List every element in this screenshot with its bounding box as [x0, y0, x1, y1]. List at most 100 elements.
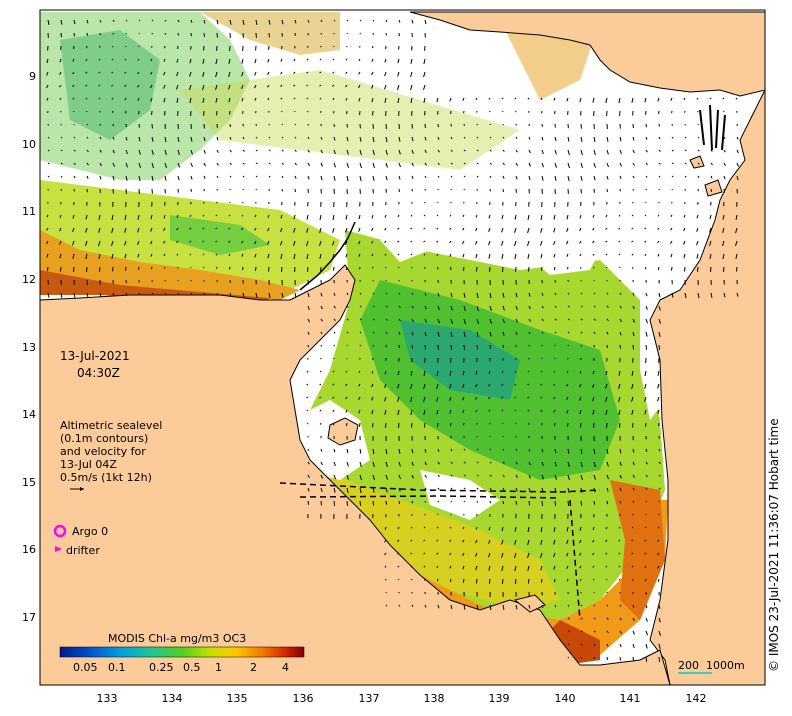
- velocity-arrow: [605, 214, 608, 218]
- velocity-arrow: [423, 214, 426, 217]
- velocity-arrow: [60, 175, 63, 178]
- velocity-arrow: [216, 149, 219, 154]
- velocity-arrow: [398, 305, 401, 308]
- velocity-arrow: [307, 136, 310, 140]
- velocity-arrow: [358, 409, 361, 414]
- velocity-arrow: [60, 19, 63, 25]
- velocity-arrow: [515, 149, 518, 153]
- velocity-arrow: [202, 58, 205, 64]
- velocity-arrow: [567, 617, 570, 620]
- velocity-arrow: [307, 318, 310, 323]
- velocity-arrow: [514, 565, 517, 572]
- velocity-arrow: [632, 344, 634, 350]
- x-tick: 140: [554, 692, 576, 705]
- velocity-arrow: [410, 396, 413, 403]
- velocity-arrow: [580, 266, 582, 269]
- velocity-arrow: [255, 292, 258, 298]
- sealevel-contours: [279, 482, 601, 621]
- velocity-arrow: [606, 630, 609, 634]
- velocity-arrow: [137, 97, 140, 101]
- velocity-arrow: [475, 253, 478, 259]
- velocity-arrow: [736, 149, 739, 154]
- velocity-arrow: [605, 240, 608, 243]
- velocity-arrow: [645, 149, 648, 153]
- velocity-arrow: [177, 162, 180, 168]
- velocity-arrow: [554, 266, 556, 271]
- velocity-arrow: [632, 162, 635, 166]
- velocity-arrow: [372, 344, 374, 347]
- velocity-arrow: [293, 240, 296, 246]
- velocity-arrow: [294, 162, 297, 166]
- velocity-arrow: [437, 500, 440, 503]
- velocity-arrow: [449, 214, 452, 217]
- velocity-arrow: [619, 331, 622, 336]
- velocity-arrow: [423, 71, 426, 78]
- velocity-arrow: [384, 253, 387, 256]
- velocity-arrow: [372, 461, 375, 468]
- velocity-arrow: [670, 253, 673, 258]
- velocity-arrow: [345, 253, 348, 258]
- velocity-arrow: [476, 292, 479, 298]
- velocity-arrow: [280, 58, 283, 62]
- velocity-arrow: [398, 19, 401, 23]
- velocity-arrow: [319, 409, 322, 412]
- velocity-arrow: [580, 305, 583, 308]
- velocity-arrow: [515, 422, 517, 425]
- velocity-arrow: [462, 409, 465, 413]
- velocity-arrow: [527, 214, 530, 220]
- velocity-arrow: [658, 448, 661, 452]
- velocity-arrow: [410, 240, 413, 243]
- velocity-arrow: [411, 500, 414, 504]
- velocity-arrow: [736, 292, 739, 297]
- velocity-arrow: [593, 630, 596, 633]
- velocity-arrow: [514, 409, 517, 412]
- velocity-arrow: [619, 266, 621, 269]
- velocity-arrow: [319, 383, 322, 386]
- velocity-arrow: [710, 292, 713, 298]
- velocity-arrow: [567, 149, 570, 156]
- velocity-arrow: [241, 227, 244, 231]
- velocity-arrow: [215, 227, 218, 230]
- velocity-arrow: [281, 162, 284, 165]
- velocity-arrow: [502, 448, 505, 451]
- velocity-arrow: [553, 578, 556, 583]
- velocity-arrow: [462, 539, 465, 543]
- velocity-arrow: [619, 292, 622, 296]
- velocity-arrow: [242, 175, 245, 178]
- velocity-arrow: [410, 214, 413, 217]
- velocity-arrow: [111, 97, 114, 100]
- velocity-arrow: [489, 266, 491, 272]
- velocity-arrow: [553, 227, 556, 233]
- velocity-arrow: [475, 552, 478, 557]
- velocity-arrow: [346, 149, 349, 155]
- velocity-arrow: [554, 422, 556, 427]
- velocity-arrow: [397, 565, 400, 568]
- velocity-arrow: [437, 136, 440, 140]
- velocity-arrow: [670, 97, 673, 101]
- velocity-arrow: [371, 84, 374, 89]
- velocity-arrow: [592, 409, 595, 415]
- x-tick: 136: [292, 692, 314, 705]
- velocity-arrow: [307, 331, 310, 335]
- land-north: [409, 11, 765, 97]
- velocity-arrow: [579, 539, 582, 544]
- velocity-arrow: [320, 136, 323, 140]
- velocity-arrow: [281, 266, 283, 272]
- velocity-arrow: [86, 266, 88, 273]
- velocity-arrow: [657, 97, 660, 102]
- velocity-arrow: [592, 396, 595, 402]
- velocity-arrow: [59, 253, 62, 259]
- velocity-arrow: [528, 422, 530, 425]
- velocity-arrow: [566, 97, 569, 102]
- velocity-arrow: [424, 136, 427, 141]
- velocity-arrow: [177, 175, 180, 181]
- velocity-arrow: [125, 136, 128, 141]
- land-cape-york: [649, 89, 765, 685]
- velocity-arrow: [397, 71, 400, 77]
- velocity-arrow: [293, 71, 296, 74]
- velocity-arrow: [462, 526, 465, 530]
- velocity-arrow: [372, 292, 375, 295]
- velocity-arrow: [605, 383, 608, 389]
- velocity-arrow: [502, 136, 505, 139]
- velocity-arrow: [606, 604, 609, 607]
